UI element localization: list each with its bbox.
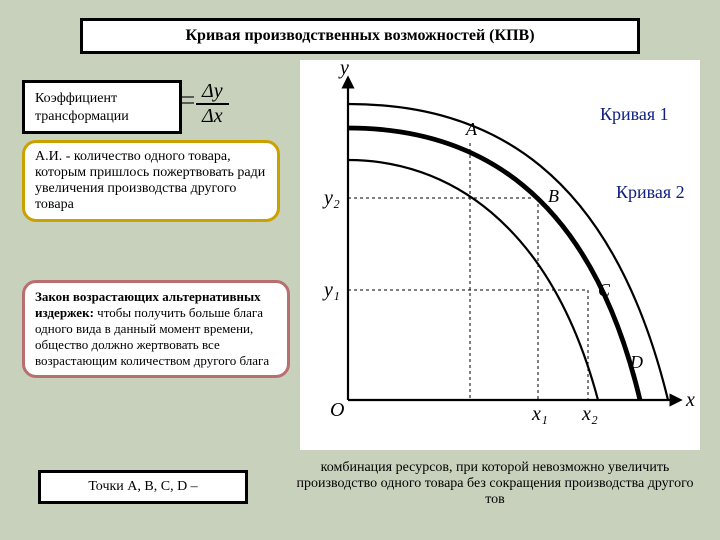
coefficient-label: Коэффициент трансформации <box>35 91 129 124</box>
points-text: Точки A, B, C, D – <box>88 479 197 494</box>
svg-text:Кривая 1: Кривая 1 <box>600 104 669 124</box>
fraction-numerator: Δy <box>196 80 229 105</box>
svg-text:x₁: x₁ <box>531 403 548 425</box>
combination-text: комбинация ресурсов, при которой невозмо… <box>290 460 700 508</box>
svg-text:B: B <box>548 186 559 206</box>
law-box: Закон возрастающих альтернативных издерж… <box>22 280 290 378</box>
coefficient-box: Коэффициент трансформации <box>22 80 182 134</box>
svg-text:O: O <box>330 399 344 421</box>
page-title: Кривая производственных возможностей (КП… <box>80 18 640 54</box>
svg-text:y: y <box>338 60 349 79</box>
title-text: Кривая производственных возможностей (КП… <box>185 27 534 44</box>
svg-text:A: A <box>465 119 478 139</box>
svg-text:y₁: y₁ <box>322 279 340 301</box>
ppf-chart: y₂ y₁ x y Ox₁ x₂ Кривая 1 Кривая 2 A B C D <box>300 60 700 450</box>
coefficient-fraction: Δy Δx <box>196 80 229 128</box>
equals-icon <box>182 96 194 104</box>
svg-text:x: x <box>685 389 695 411</box>
ai-definition-box: А.И. - количество одного товара, которым… <box>22 140 280 222</box>
svg-text:C: C <box>598 280 611 300</box>
svg-text:D: D <box>629 352 643 372</box>
points-box: Точки A, B, C, D – <box>38 470 248 504</box>
svg-text:x₂: x₂ <box>581 403 598 425</box>
fraction-denominator: Δx <box>196 105 229 128</box>
ai-definition-text: А.И. - количество одного товара, которым… <box>35 149 265 212</box>
svg-text:y₂: y₂ <box>322 187 340 209</box>
svg-text:Кривая 2: Кривая 2 <box>616 182 685 202</box>
